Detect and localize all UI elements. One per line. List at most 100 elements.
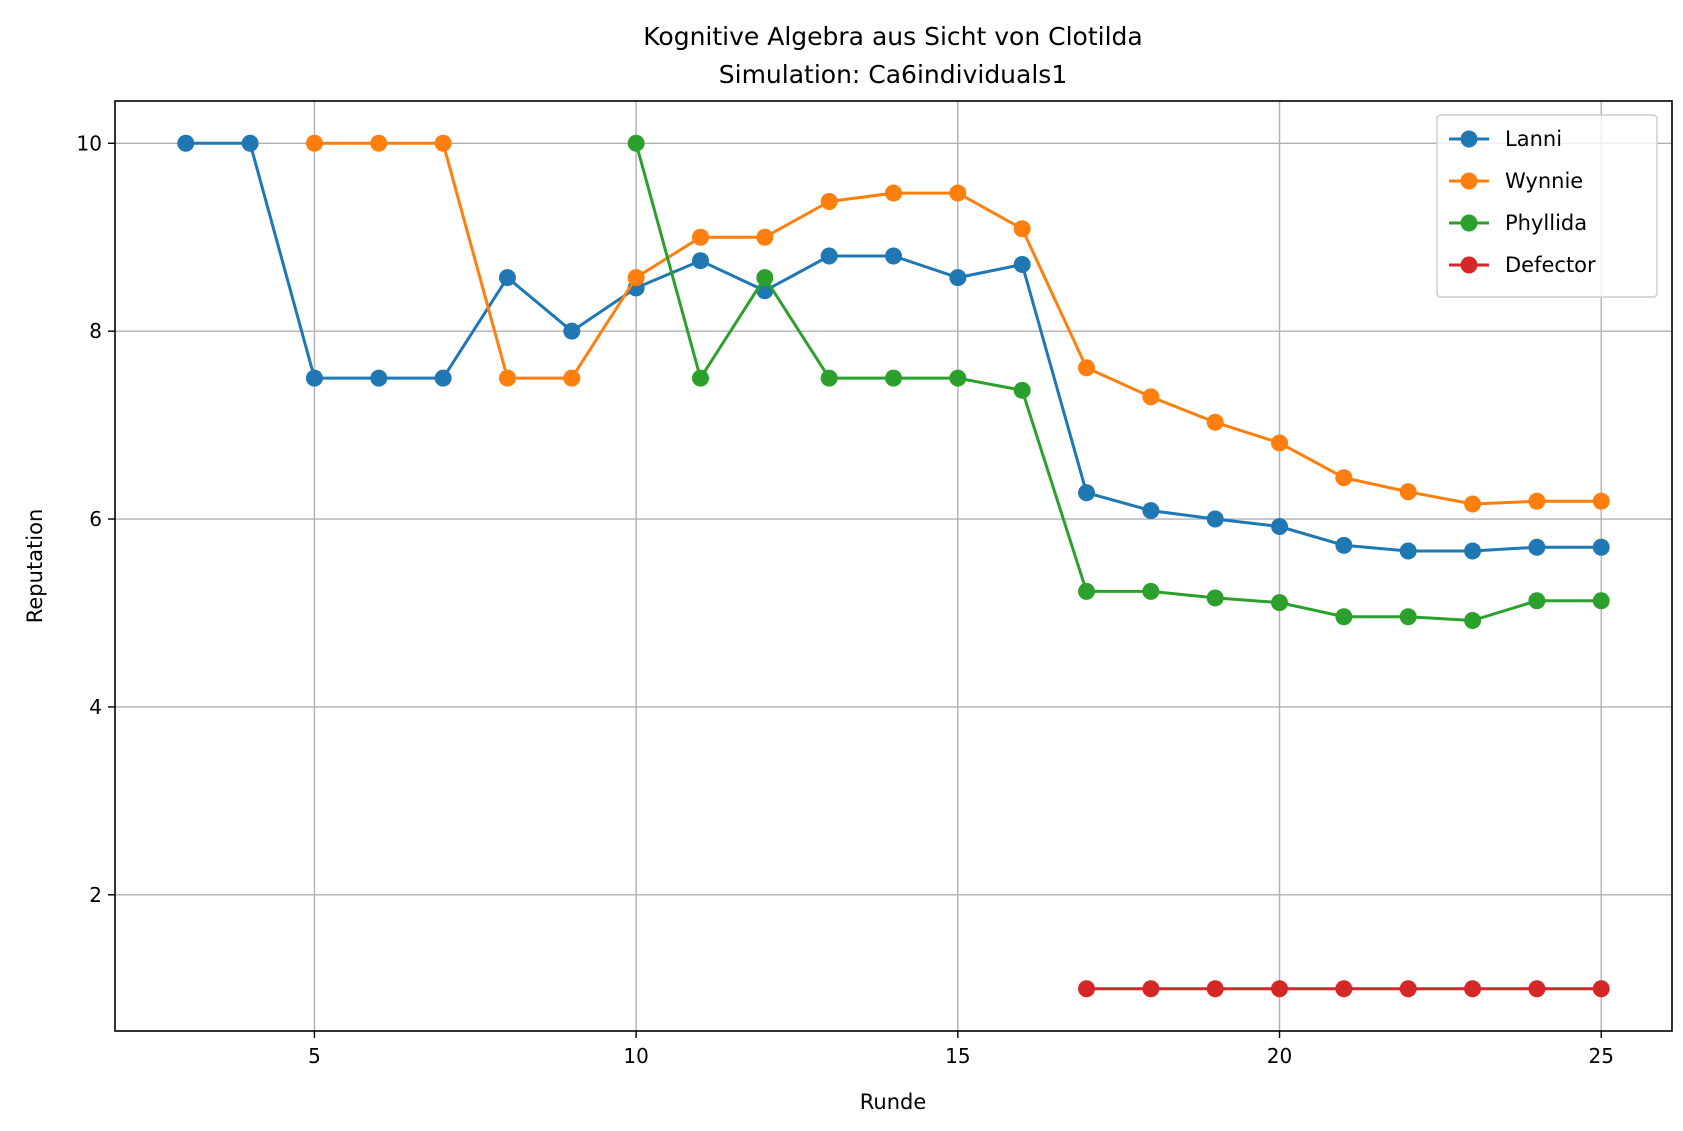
y-tick-label: 10: [77, 131, 102, 155]
data-point-wynnie: [1206, 413, 1224, 431]
data-point-phyllida: [1013, 381, 1031, 399]
data-point-lanni: [305, 369, 323, 387]
data-point-lanni: [498, 269, 516, 287]
y-axis-label: Reputation: [23, 509, 47, 624]
data-point-lanni: [1142, 502, 1160, 520]
axes-frame: [114, 100, 1673, 1032]
data-point-lanni: [1206, 510, 1224, 528]
data-point-phyllida: [1206, 589, 1224, 607]
data-point-lanni: [177, 134, 195, 152]
data-point-wynnie: [370, 134, 388, 152]
data-point-phyllida: [1271, 594, 1289, 612]
data-point-wynnie: [756, 228, 774, 246]
series-layer: [177, 134, 1610, 998]
data-point-lanni: [820, 247, 838, 265]
data-point-phyllida: [1464, 611, 1482, 629]
data-point-lanni: [563, 322, 581, 340]
legend: Lanni Wynnie Phyllida Defector: [1436, 114, 1658, 298]
series-phyllida: [627, 134, 1610, 629]
legend-swatch-marker: [1460, 172, 1478, 190]
x-tick-label: 20: [1267, 1044, 1292, 1068]
legend-swatch-marker: [1460, 214, 1478, 232]
data-point-defector: [1206, 980, 1224, 998]
data-point-defector: [1142, 980, 1160, 998]
data-point-lanni: [949, 269, 967, 287]
data-point-defector: [1592, 980, 1610, 998]
data-point-defector: [1271, 980, 1289, 998]
data-point-phyllida: [1399, 608, 1417, 626]
data-point-lanni: [241, 134, 259, 152]
data-point-phyllida: [756, 269, 774, 287]
data-point-phyllida: [1142, 582, 1160, 600]
legend-label-lanni: Lanni: [1505, 127, 1562, 151]
data-point-wynnie: [1528, 492, 1546, 510]
data-point-wynnie: [820, 193, 838, 211]
legend-swatch-marker: [1460, 130, 1478, 148]
chart-title: Kognitive Algebra aus Sicht von Clotilda: [643, 22, 1142, 51]
series-defector: [1078, 980, 1610, 998]
data-point-wynnie: [434, 134, 452, 152]
series-wynnie: [305, 134, 1610, 513]
data-point-wynnie: [1464, 495, 1482, 513]
data-point-wynnie: [627, 269, 645, 287]
data-point-defector: [1335, 980, 1353, 998]
y-tick-label: 4: [89, 695, 102, 719]
legend-item-defector: Defector: [1449, 253, 1596, 277]
data-point-defector: [1528, 980, 1546, 998]
data-point-lanni: [1399, 542, 1417, 560]
data-point-wynnie: [563, 369, 581, 387]
data-point-wynnie: [1013, 220, 1031, 238]
data-point-lanni: [691, 252, 709, 270]
data-point-phyllida: [1592, 592, 1610, 610]
data-point-lanni: [1078, 484, 1096, 502]
series-line-phyllida: [634, 141, 1603, 622]
data-point-wynnie: [1271, 434, 1289, 452]
data-point-wynnie: [1592, 492, 1610, 510]
data-point-wynnie: [691, 228, 709, 246]
data-point-wynnie: [949, 184, 967, 202]
data-point-wynnie: [305, 134, 323, 152]
data-point-lanni: [1271, 518, 1289, 536]
data-point-wynnie: [1399, 483, 1417, 501]
x-tick-label: 5: [308, 1044, 321, 1068]
data-point-lanni: [1464, 542, 1482, 560]
data-point-wynnie: [1142, 388, 1160, 406]
legend-item-wynnie: Wynnie: [1449, 169, 1583, 193]
data-point-wynnie: [498, 369, 516, 387]
data-point-lanni: [370, 369, 388, 387]
data-point-defector: [1078, 980, 1096, 998]
legend-item-lanni: Lanni: [1449, 127, 1562, 151]
legend-label-defector: Defector: [1505, 253, 1596, 277]
data-point-phyllida: [820, 369, 838, 387]
x-tick-label: 25: [1589, 1044, 1614, 1068]
data-point-lanni: [1335, 536, 1353, 554]
x-axis-label: Runde: [860, 1090, 927, 1114]
data-point-lanni: [885, 247, 902, 265]
x-tick-label: 10: [623, 1044, 648, 1068]
data-point-phyllida: [1335, 608, 1353, 626]
chart-subtitle: Simulation: Ca6individuals1: [719, 60, 1067, 89]
tick-layer: 5 10 15 20 25 2 4 6 8 10: [77, 131, 1614, 1068]
legend-label-wynnie: Wynnie: [1505, 169, 1583, 193]
legend-swatch-marker: [1460, 256, 1478, 274]
y-tick-label: 8: [89, 319, 102, 343]
data-point-wynnie: [1078, 359, 1096, 377]
data-point-phyllida: [949, 369, 967, 387]
data-point-lanni: [1013, 255, 1031, 273]
data-point-lanni: [434, 369, 452, 387]
y-tick-label: 6: [89, 507, 102, 531]
data-point-defector: [1464, 980, 1482, 998]
legend-box: [1436, 114, 1658, 298]
data-point-phyllida: [691, 369, 709, 387]
legend-item-phyllida: Phyllida: [1449, 211, 1587, 235]
data-point-phyllida: [627, 134, 645, 152]
data-point-defector: [1399, 980, 1417, 998]
data-point-wynnie: [1335, 469, 1353, 487]
data-point-lanni: [1528, 538, 1546, 556]
grid-layer: [115, 101, 1672, 1031]
x-tick-label: 15: [945, 1044, 970, 1068]
data-point-phyllida: [1078, 582, 1096, 600]
